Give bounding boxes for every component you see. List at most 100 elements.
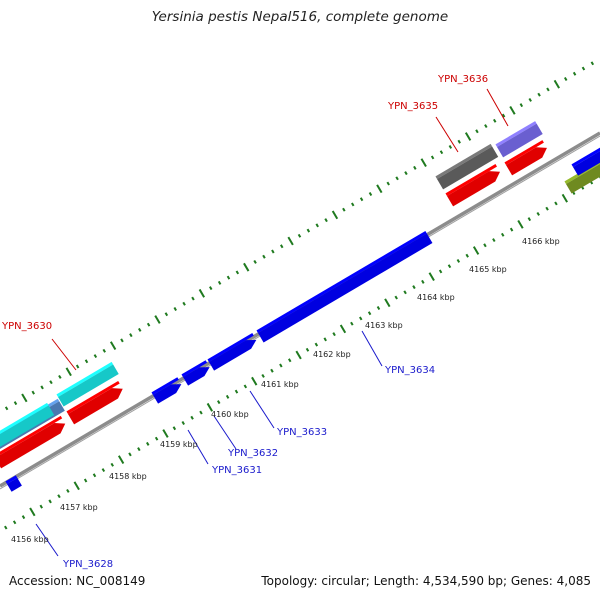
outer-minor-tick <box>563 77 568 81</box>
inner-minor-tick <box>332 332 336 337</box>
feature-reverse-cds-5 <box>258 233 433 343</box>
outer-minor-tick <box>4 406 9 411</box>
label-ypn_3634: YPN_3634 <box>384 365 435 376</box>
outer-minor-tick <box>404 171 408 176</box>
outer-minor-tick <box>164 312 169 317</box>
tick-label-4159: 4159 kbp <box>160 440 198 449</box>
feature-teal-1 <box>0 405 55 447</box>
outer-minor-tick <box>138 327 142 332</box>
outer-major-tick <box>198 288 206 298</box>
outer-minor-tick <box>359 197 364 202</box>
inner-minor-tick <box>21 515 26 520</box>
outer-major-tick <box>65 367 72 377</box>
outer-minor-tick <box>146 322 151 327</box>
outer-minor-tick <box>13 401 18 406</box>
feature-teal-1-bevel <box>0 402 49 435</box>
feature-reverse-cds-3-bevel <box>181 360 208 377</box>
inner-minor-tick <box>66 488 70 493</box>
feature-lavender-1-bevel <box>495 121 537 147</box>
inner-minor-tick <box>128 452 132 457</box>
outer-major-tick <box>464 132 472 141</box>
inner-minor-tick <box>527 217 532 222</box>
outer-minor-tick <box>280 244 284 249</box>
label-ypn_3630: YPN_3630 <box>1 321 52 332</box>
outer-minor-tick <box>386 181 390 186</box>
outer-major-tick <box>21 393 28 403</box>
outer-minor-tick <box>173 307 177 311</box>
feature-teal-2-bevel <box>56 361 114 397</box>
outer-minor-tick <box>84 359 89 364</box>
outer-minor-tick <box>49 380 53 385</box>
tick-label-4157: 4157 kbp <box>60 503 98 512</box>
inner-major-tick <box>162 429 169 438</box>
inner-major-tick <box>206 402 214 412</box>
outer-minor-tick <box>297 233 302 238</box>
tick-labels: 4156 kbp 4157 kbp 4158 kbp 4159 kbp 4160 kbp… <box>11 237 560 544</box>
feature-grey-1 <box>437 146 499 190</box>
inner-minor-tick <box>243 384 248 389</box>
leader-ypn_3631 <box>187 429 209 465</box>
outer-minor-tick <box>581 66 586 71</box>
feature-reverse-cds-4 <box>209 339 257 371</box>
feature-reverse-cds-6 <box>573 151 600 176</box>
inner-major-tick <box>384 298 391 308</box>
outer-minor-tick <box>58 374 62 379</box>
inner-minor-tick <box>465 253 469 258</box>
outer-minor-tick <box>457 139 461 144</box>
label-ypn_3632: YPN_3632 <box>227 448 278 459</box>
inner-major-tick <box>561 193 568 203</box>
feature-track <box>0 121 600 492</box>
inner-minor-tick <box>57 494 61 499</box>
outer-minor-tick <box>368 192 373 196</box>
outer-minor-tick <box>129 333 133 338</box>
feature-reverse-cds-5-bevel <box>256 230 427 333</box>
outer-minor-tick <box>102 348 106 353</box>
inner-major-tick <box>117 455 125 464</box>
feature-labels: YPN_3630 YPN_3635 YPN_3636 YPN_3628 YPN_3631… <box>1 74 488 570</box>
leader-ypn_3635 <box>435 116 459 153</box>
outer-minor-tick <box>342 207 346 212</box>
feature-reverse-cds-1 <box>7 477 22 492</box>
tick-label-4160: 4160 kbp <box>211 410 249 419</box>
inner-minor-tick <box>261 373 265 378</box>
tick-label-4163: 4163 kbp <box>365 321 403 330</box>
outer-minor-tick <box>93 354 98 359</box>
inner-minor-tick <box>483 243 487 248</box>
feature-teal-2 <box>58 364 119 407</box>
inner-minor-tick <box>394 295 398 300</box>
outer-major-tick <box>420 158 427 168</box>
feature-forward-cds-3 <box>447 171 501 207</box>
outer-minor-tick <box>519 103 524 108</box>
inner-minor-tick <box>314 342 319 347</box>
outer-minor-tick <box>430 155 435 160</box>
inner-minor-tick <box>39 504 43 509</box>
inner-minor-tick <box>412 285 416 290</box>
outer-minor-tick <box>191 296 195 301</box>
inner-minor-tick <box>181 421 185 425</box>
outer-minor-tick <box>253 259 257 264</box>
outer-major-tick <box>154 315 161 324</box>
outer-minor-tick <box>351 202 355 207</box>
outer-minor-tick <box>537 92 541 97</box>
inner-major-tick <box>295 350 302 360</box>
feature-forward-cds-4 <box>506 147 547 176</box>
outer-minor-tick <box>40 385 44 390</box>
inner-tick-ring <box>4 175 600 530</box>
feature-lavender-1 <box>497 123 543 158</box>
outer-major-tick <box>109 341 117 350</box>
outer-minor-tick <box>413 165 417 170</box>
outer-minor-tick <box>217 280 222 285</box>
outer-major-tick <box>331 210 339 220</box>
feature-forward-cds-2-bevel <box>66 380 120 414</box>
inner-minor-tick <box>288 358 292 363</box>
inner-major-tick <box>517 219 524 229</box>
tick-label-4164: 4164 kbp <box>417 293 455 302</box>
feature-reverse-cds-2 <box>153 384 182 404</box>
outer-major-tick <box>243 262 250 272</box>
inner-minor-tick <box>92 473 97 478</box>
tick-label-4161: 4161 kbp <box>261 380 299 389</box>
outer-minor-tick <box>492 118 497 123</box>
feature-forward-cds-4-bevel <box>504 140 544 165</box>
inner-major-tick <box>73 481 80 491</box>
outer-minor-tick <box>528 97 532 102</box>
